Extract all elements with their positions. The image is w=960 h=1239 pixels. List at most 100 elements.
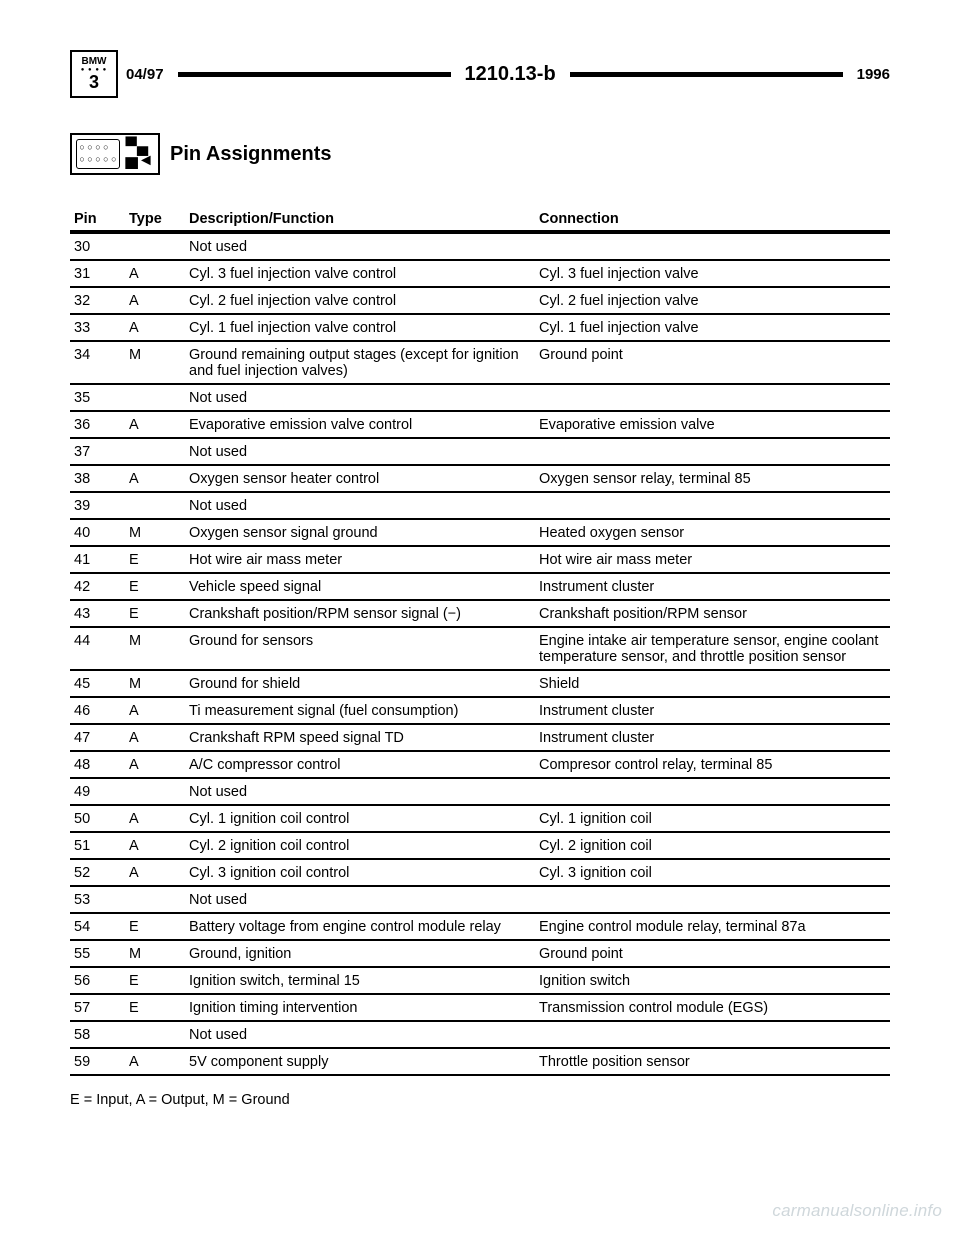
cell-conn: Engine intake air temperature sensor, en…	[535, 627, 890, 670]
table-row: 54EBattery voltage from engine control m…	[70, 913, 890, 940]
cell-desc: Not used	[185, 886, 535, 913]
header-rule-left	[178, 72, 451, 77]
cell-pin: 45	[70, 670, 125, 697]
cell-type: E	[125, 573, 185, 600]
section-header: ○ ○ ○ ○○ ○ ○ ○ ○ ▀▄ ▅◄ Pin Assignments	[70, 133, 890, 175]
table-row: 36AEvaporative emission valve controlEva…	[70, 411, 890, 438]
cell-type: E	[125, 913, 185, 940]
header-year: 1996	[857, 66, 890, 83]
table-row: 42EVehicle speed signalInstrument cluste…	[70, 573, 890, 600]
cell-desc: Not used	[185, 1021, 535, 1048]
table-row: 47ACrankshaft RPM speed signal TDInstrum…	[70, 724, 890, 751]
table-row: 35Not used	[70, 384, 890, 411]
cell-type: E	[125, 967, 185, 994]
cell-pin: 40	[70, 519, 125, 546]
cell-type: E	[125, 994, 185, 1021]
table-row: 49Not used	[70, 778, 890, 805]
table-row: 32ACyl. 2 fuel injection valve controlCy…	[70, 287, 890, 314]
cell-pin: 51	[70, 832, 125, 859]
table-row: 59A5V component supplyThrottle position …	[70, 1048, 890, 1075]
cell-desc: Not used	[185, 438, 535, 465]
cell-type: M	[125, 627, 185, 670]
cell-type: A	[125, 859, 185, 886]
cell-desc: Cyl. 2 fuel injection valve control	[185, 287, 535, 314]
cell-type: A	[125, 411, 185, 438]
cell-conn: Hot wire air mass meter	[535, 546, 890, 573]
cell-type	[125, 232, 185, 260]
plug-icon: ○ ○ ○ ○○ ○ ○ ○ ○	[76, 139, 119, 168]
connector-glyphs: ▀▄ ▅◄	[126, 140, 154, 169]
cell-pin: 34	[70, 341, 125, 384]
header-rule-right	[570, 72, 843, 77]
cell-pin: 42	[70, 573, 125, 600]
cell-type	[125, 778, 185, 805]
cell-desc: Cyl. 1 fuel injection valve control	[185, 314, 535, 341]
cell-desc: Crankshaft position/RPM sensor signal (−…	[185, 600, 535, 627]
cell-desc: Ti measurement signal (fuel consumption)	[185, 697, 535, 724]
cell-desc: Ground, ignition	[185, 940, 535, 967]
cell-type: E	[125, 546, 185, 573]
cell-conn: Ignition switch	[535, 967, 890, 994]
cell-conn: Cyl. 3 ignition coil	[535, 859, 890, 886]
cell-pin: 58	[70, 1021, 125, 1048]
table-row: 50ACyl. 1 ignition coil controlCyl. 1 ig…	[70, 805, 890, 832]
cell-conn: Instrument cluster	[535, 573, 890, 600]
series-label: 3	[89, 73, 99, 91]
cell-conn: Compresor control relay, terminal 85	[535, 751, 890, 778]
table-row: 45MGround for shieldShield	[70, 670, 890, 697]
col-header-pin: Pin	[70, 205, 125, 232]
cell-desc: Not used	[185, 778, 535, 805]
cell-pin: 44	[70, 627, 125, 670]
cell-conn: Evaporative emission valve	[535, 411, 890, 438]
cell-type	[125, 438, 185, 465]
cell-pin: 37	[70, 438, 125, 465]
cell-desc: A/C compressor control	[185, 751, 535, 778]
table-row: 31ACyl. 3 fuel injection valve controlCy…	[70, 260, 890, 287]
cell-type: A	[125, 751, 185, 778]
table-row: 40MOxygen sensor signal groundHeated oxy…	[70, 519, 890, 546]
table-row: 38AOxygen sensor heater controlOxygen se…	[70, 465, 890, 492]
cell-type: M	[125, 341, 185, 384]
legend-text: E = Input, A = Output, M = Ground	[70, 1092, 890, 1108]
cell-conn	[535, 1021, 890, 1048]
cell-pin: 31	[70, 260, 125, 287]
col-header-conn: Connection	[535, 205, 890, 232]
cell-pin: 57	[70, 994, 125, 1021]
cell-conn: Cyl. 2 ignition coil	[535, 832, 890, 859]
table-row: 52ACyl. 3 ignition coil controlCyl. 3 ig…	[70, 859, 890, 886]
cell-conn: Instrument cluster	[535, 724, 890, 751]
cell-conn: Oxygen sensor relay, terminal 85	[535, 465, 890, 492]
cell-conn: Cyl. 3 fuel injection valve	[535, 260, 890, 287]
cell-pin: 47	[70, 724, 125, 751]
cell-desc: Crankshaft RPM speed signal TD	[185, 724, 535, 751]
cell-type: A	[125, 260, 185, 287]
cell-pin: 39	[70, 492, 125, 519]
table-row: 53Not used	[70, 886, 890, 913]
cell-type: A	[125, 287, 185, 314]
cell-pin: 43	[70, 600, 125, 627]
cell-pin: 46	[70, 697, 125, 724]
cell-type: A	[125, 805, 185, 832]
table-row: 41EHot wire air mass meterHot wire air m…	[70, 546, 890, 573]
table-row: 46ATi measurement signal (fuel consumpti…	[70, 697, 890, 724]
col-header-type: Type	[125, 205, 185, 232]
brand-label: BMW	[82, 57, 107, 67]
col-header-desc: Description/Function	[185, 205, 535, 232]
cell-conn	[535, 492, 890, 519]
cell-pin: 35	[70, 384, 125, 411]
table-row: 57EIgnition timing interventionTransmiss…	[70, 994, 890, 1021]
cell-type: A	[125, 697, 185, 724]
table-row: 56EIgnition switch, terminal 15Ignition …	[70, 967, 890, 994]
cell-desc: Oxygen sensor signal ground	[185, 519, 535, 546]
connector-icon: ○ ○ ○ ○○ ○ ○ ○ ○ ▀▄ ▅◄	[70, 133, 160, 175]
cell-conn: Ground point	[535, 341, 890, 384]
cell-conn: Cyl. 2 fuel injection valve	[535, 287, 890, 314]
cell-pin: 41	[70, 546, 125, 573]
cell-type: A	[125, 832, 185, 859]
cell-conn: Instrument cluster	[535, 697, 890, 724]
cell-desc: Cyl. 2 ignition coil control	[185, 832, 535, 859]
header-date: 04/97	[126, 66, 164, 83]
pin-assignments-table: Pin Type Description/Function Connection…	[70, 205, 890, 1076]
header-code: 1210.13-b	[465, 63, 556, 86]
cell-conn	[535, 232, 890, 260]
